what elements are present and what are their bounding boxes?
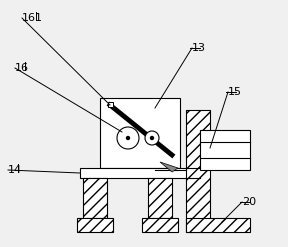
- Text: 13: 13: [192, 43, 206, 53]
- Bar: [200, 130, 250, 170]
- Text: 15: 15: [228, 87, 242, 97]
- Bar: [83, 178, 107, 218]
- Bar: [186, 110, 210, 232]
- Text: 14: 14: [8, 165, 22, 175]
- Bar: [108, 102, 113, 107]
- Bar: [186, 218, 250, 232]
- Circle shape: [151, 137, 154, 140]
- Circle shape: [126, 137, 130, 140]
- Bar: [80, 168, 200, 178]
- Circle shape: [145, 131, 159, 145]
- Bar: [100, 98, 180, 168]
- Circle shape: [117, 127, 139, 149]
- Bar: [142, 218, 178, 232]
- Text: 16: 16: [15, 63, 29, 73]
- Bar: [148, 178, 172, 218]
- Bar: [77, 218, 113, 232]
- Polygon shape: [160, 162, 178, 172]
- Text: 161: 161: [22, 13, 43, 23]
- Text: 20: 20: [242, 197, 256, 207]
